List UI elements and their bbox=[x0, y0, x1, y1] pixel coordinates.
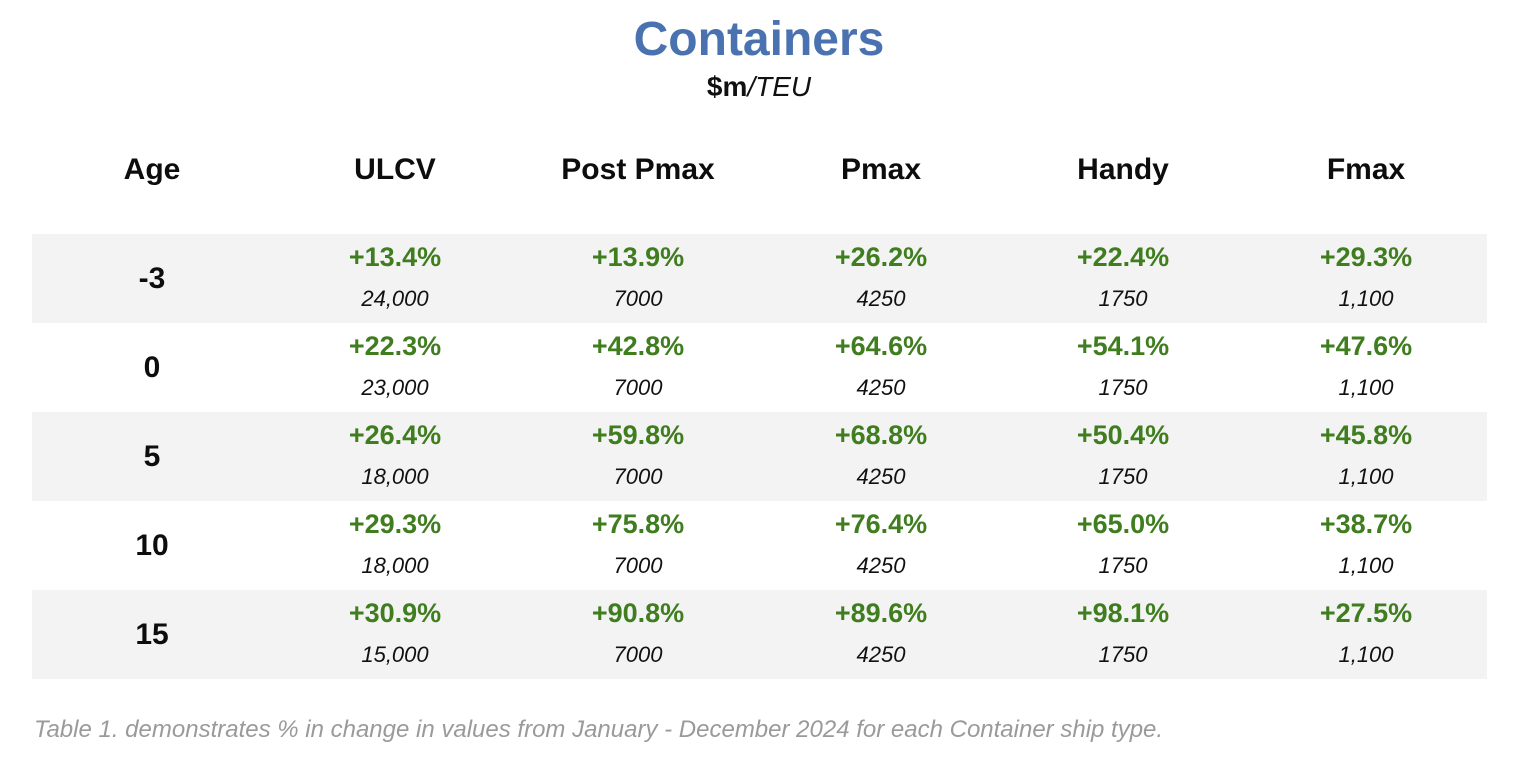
percent-change: +38.7% bbox=[1319, 509, 1413, 539]
vessel-size-teu: 4250 bbox=[856, 642, 906, 667]
vessel-size-teu: 15,000 bbox=[361, 642, 429, 667]
table-caption: Table 1. demonstrates % in change in val… bbox=[34, 716, 1164, 743]
value-cell: +29.3% 18,000 bbox=[275, 501, 515, 590]
value-cell: +45.8% 1,100 bbox=[1246, 412, 1486, 501]
value-cell: +27.5% 1,100 bbox=[1246, 590, 1486, 679]
percent-change: +30.9% bbox=[348, 598, 442, 628]
percent-change: +90.8% bbox=[591, 598, 685, 628]
value-cell: +26.4% 18,000 bbox=[275, 412, 515, 501]
table-row: 0 +22.3% 23,000 +42.8% 7000 +64.6% 4250 +54.1% 1… bbox=[32, 323, 1487, 412]
header-pmax: Pmax bbox=[840, 153, 922, 186]
vessel-size-teu: 18,000 bbox=[361, 464, 429, 489]
vessel-size-teu: 23,000 bbox=[361, 375, 429, 400]
age-cell: 5 bbox=[143, 440, 161, 473]
percent-change: +13.9% bbox=[591, 242, 685, 272]
percent-change: +59.8% bbox=[591, 420, 685, 450]
percent-change: +22.4% bbox=[1076, 242, 1170, 272]
percent-change: +68.8% bbox=[834, 420, 928, 450]
value-cell: +13.9% 7000 bbox=[518, 234, 758, 323]
vessel-size-teu: 1750 bbox=[1098, 286, 1148, 311]
value-cell: +38.7% 1,100 bbox=[1246, 501, 1486, 590]
percent-change: +64.6% bbox=[834, 331, 928, 361]
vessel-size-teu: 24,000 bbox=[361, 286, 429, 311]
percent-change: +98.1% bbox=[1076, 598, 1170, 628]
header-handy: Handy bbox=[1077, 153, 1169, 186]
vessel-size-teu: 7000 bbox=[613, 375, 663, 400]
age-cell: 15 bbox=[135, 618, 169, 651]
header-ulcv: ULCV bbox=[354, 153, 436, 186]
unit-currency: $m bbox=[706, 71, 748, 102]
percent-change: +89.6% bbox=[834, 598, 928, 628]
percent-change: +50.4% bbox=[1076, 420, 1170, 450]
value-cell: +30.9% 15,000 bbox=[275, 590, 515, 679]
table-row: -3 +13.4% 24,000 +13.9% 7000 +26.2% 4250 +22.4%… bbox=[32, 234, 1487, 323]
value-cell: +47.6% 1,100 bbox=[1246, 323, 1486, 412]
value-cell: +50.4% 1750 bbox=[1003, 412, 1243, 501]
value-cell: +26.2% 4250 bbox=[761, 234, 1001, 323]
percent-change: +54.1% bbox=[1076, 331, 1170, 361]
vessel-size-teu: 7000 bbox=[613, 553, 663, 578]
value-cell: +13.4% 24,000 bbox=[275, 234, 515, 323]
value-cell: +22.3% 23,000 bbox=[275, 323, 515, 412]
table-row: 5 +26.4% 18,000 +59.8% 7000 +68.8% 4250 +50.4% 1… bbox=[32, 412, 1487, 501]
value-cell: +42.8% 7000 bbox=[518, 323, 758, 412]
vessel-size-teu: 1750 bbox=[1098, 464, 1148, 489]
age-cell: 0 bbox=[143, 351, 161, 384]
value-cell: +76.4% 4250 bbox=[761, 501, 1001, 590]
table-body: -3 +13.4% 24,000 +13.9% 7000 +26.2% 4250 +22.4%… bbox=[32, 234, 1487, 679]
percent-change: +76.4% bbox=[834, 509, 928, 539]
value-cell: +98.1% 1750 bbox=[1003, 590, 1243, 679]
vessel-size-teu: 1,100 bbox=[1338, 464, 1394, 489]
vessel-size-teu: 1750 bbox=[1098, 375, 1148, 400]
value-cell: +29.3% 1,100 bbox=[1246, 234, 1486, 323]
vessel-size-teu: 7000 bbox=[613, 286, 663, 311]
table-row: 10 +29.3% 18,000 +75.8% 7000 +76.4% 4250 +65.0%… bbox=[32, 501, 1487, 590]
vessel-size-teu: 4250 bbox=[856, 286, 906, 311]
table-header: Age ULCV Post Pmax Pmax Handy Fmax bbox=[32, 148, 1487, 192]
vessel-size-teu: 1,100 bbox=[1338, 553, 1394, 578]
unit-subtitle: $m/TEU bbox=[0, 68, 1518, 106]
value-cell: +75.8% 7000 bbox=[518, 501, 758, 590]
percent-change: +45.8% bbox=[1319, 420, 1413, 450]
percent-change: +26.2% bbox=[834, 242, 928, 272]
percent-change: +65.0% bbox=[1076, 509, 1170, 539]
vessel-size-teu: 4250 bbox=[856, 464, 906, 489]
vessel-size-teu: 1,100 bbox=[1338, 375, 1394, 400]
value-cell: +68.8% 4250 bbox=[761, 412, 1001, 501]
vessel-size-teu: 1750 bbox=[1098, 553, 1148, 578]
percent-change: +29.3% bbox=[1319, 242, 1413, 272]
age-cell: 10 bbox=[135, 529, 169, 562]
percent-change: +22.3% bbox=[348, 331, 442, 361]
value-cell: +64.6% 4250 bbox=[761, 323, 1001, 412]
header-fmax: Fmax bbox=[1326, 153, 1406, 186]
header-post-pmax: Post Pmax bbox=[561, 153, 715, 186]
value-cell: +59.8% 7000 bbox=[518, 412, 758, 501]
vessel-size-teu: 7000 bbox=[613, 642, 663, 667]
percent-change: +26.4% bbox=[348, 420, 442, 450]
percent-change: +47.6% bbox=[1319, 331, 1413, 361]
value-cell: +54.1% 1750 bbox=[1003, 323, 1243, 412]
value-cell: +65.0% 1750 bbox=[1003, 501, 1243, 590]
vessel-size-teu: 18,000 bbox=[361, 553, 429, 578]
percent-change: +42.8% bbox=[591, 331, 685, 361]
table-row: 15 +30.9% 15,000 +90.8% 7000 +89.6% 4250 +98.1%… bbox=[32, 590, 1487, 679]
page-title: Containers bbox=[633, 13, 885, 66]
vessel-size-teu: 4250 bbox=[856, 375, 906, 400]
percent-change: +29.3% bbox=[348, 509, 442, 539]
percent-change: +13.4% bbox=[348, 242, 442, 272]
vessel-size-teu: 1750 bbox=[1098, 642, 1148, 667]
percent-change: +27.5% bbox=[1319, 598, 1413, 628]
unit-per-teu: /TEU bbox=[747, 71, 812, 102]
percent-change: +75.8% bbox=[591, 509, 685, 539]
vessel-size-teu: 1,100 bbox=[1338, 286, 1394, 311]
vessel-size-teu: 7000 bbox=[613, 464, 663, 489]
value-cell: +90.8% 7000 bbox=[518, 590, 758, 679]
value-cell: +89.6% 4250 bbox=[761, 590, 1001, 679]
vessel-size-teu: 4250 bbox=[856, 553, 906, 578]
vessel-size-teu: 1,100 bbox=[1338, 642, 1394, 667]
header-age: Age bbox=[123, 153, 181, 186]
age-cell: -3 bbox=[138, 262, 166, 295]
value-cell: +22.4% 1750 bbox=[1003, 234, 1243, 323]
